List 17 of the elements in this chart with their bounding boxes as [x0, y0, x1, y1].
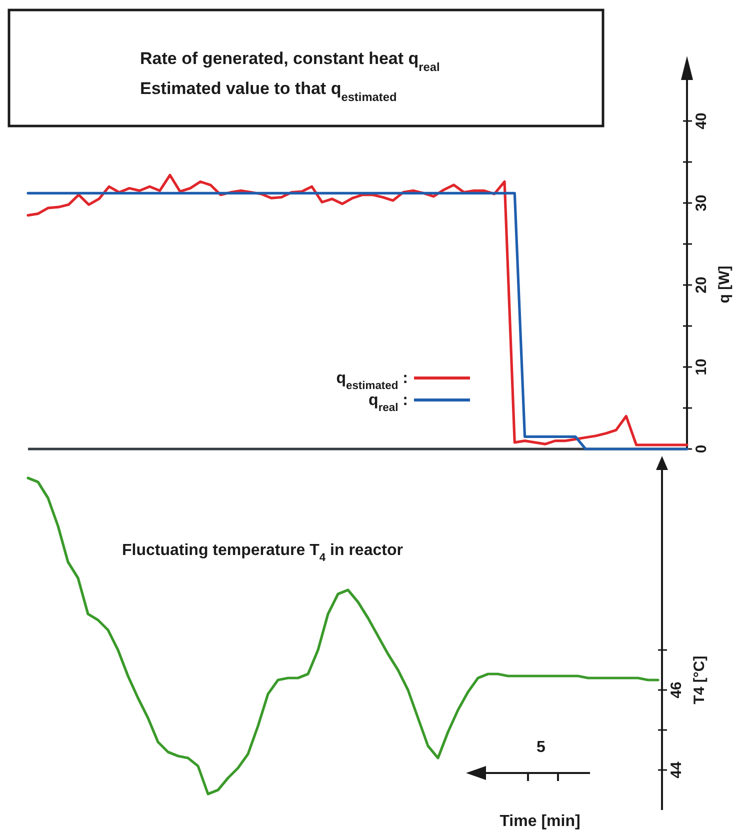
legend-label: q$_{real}$ : [368, 392, 408, 414]
y-tick-label: 46 [668, 682, 685, 698]
annotation: 5 [536, 739, 546, 756]
y-tick-label: 0 [693, 444, 710, 454]
y-axis-title: q [W] [716, 266, 733, 304]
annotation: Estimated value to that q$_{estimated}$ [140, 79, 397, 104]
legend-label: q$_{estimated}$ : [336, 370, 408, 392]
text: Rate of generated, constant heat q$_{real}$ [140, 49, 440, 74]
line-series [26, 476, 660, 796]
text: Fluctuating temperature T$_{4}$ in reactor [122, 542, 403, 564]
y-axis-title: T4 [°C] [691, 656, 708, 704]
y-tick-label: 40 [693, 112, 710, 130]
y-tick-label: 44 [668, 761, 685, 778]
y-tick-label: 20 [693, 276, 710, 294]
x-axis-title: Time [min] [500, 813, 580, 830]
y-tick-label: 10 [693, 358, 710, 376]
y-tick-label: 30 [693, 194, 710, 212]
